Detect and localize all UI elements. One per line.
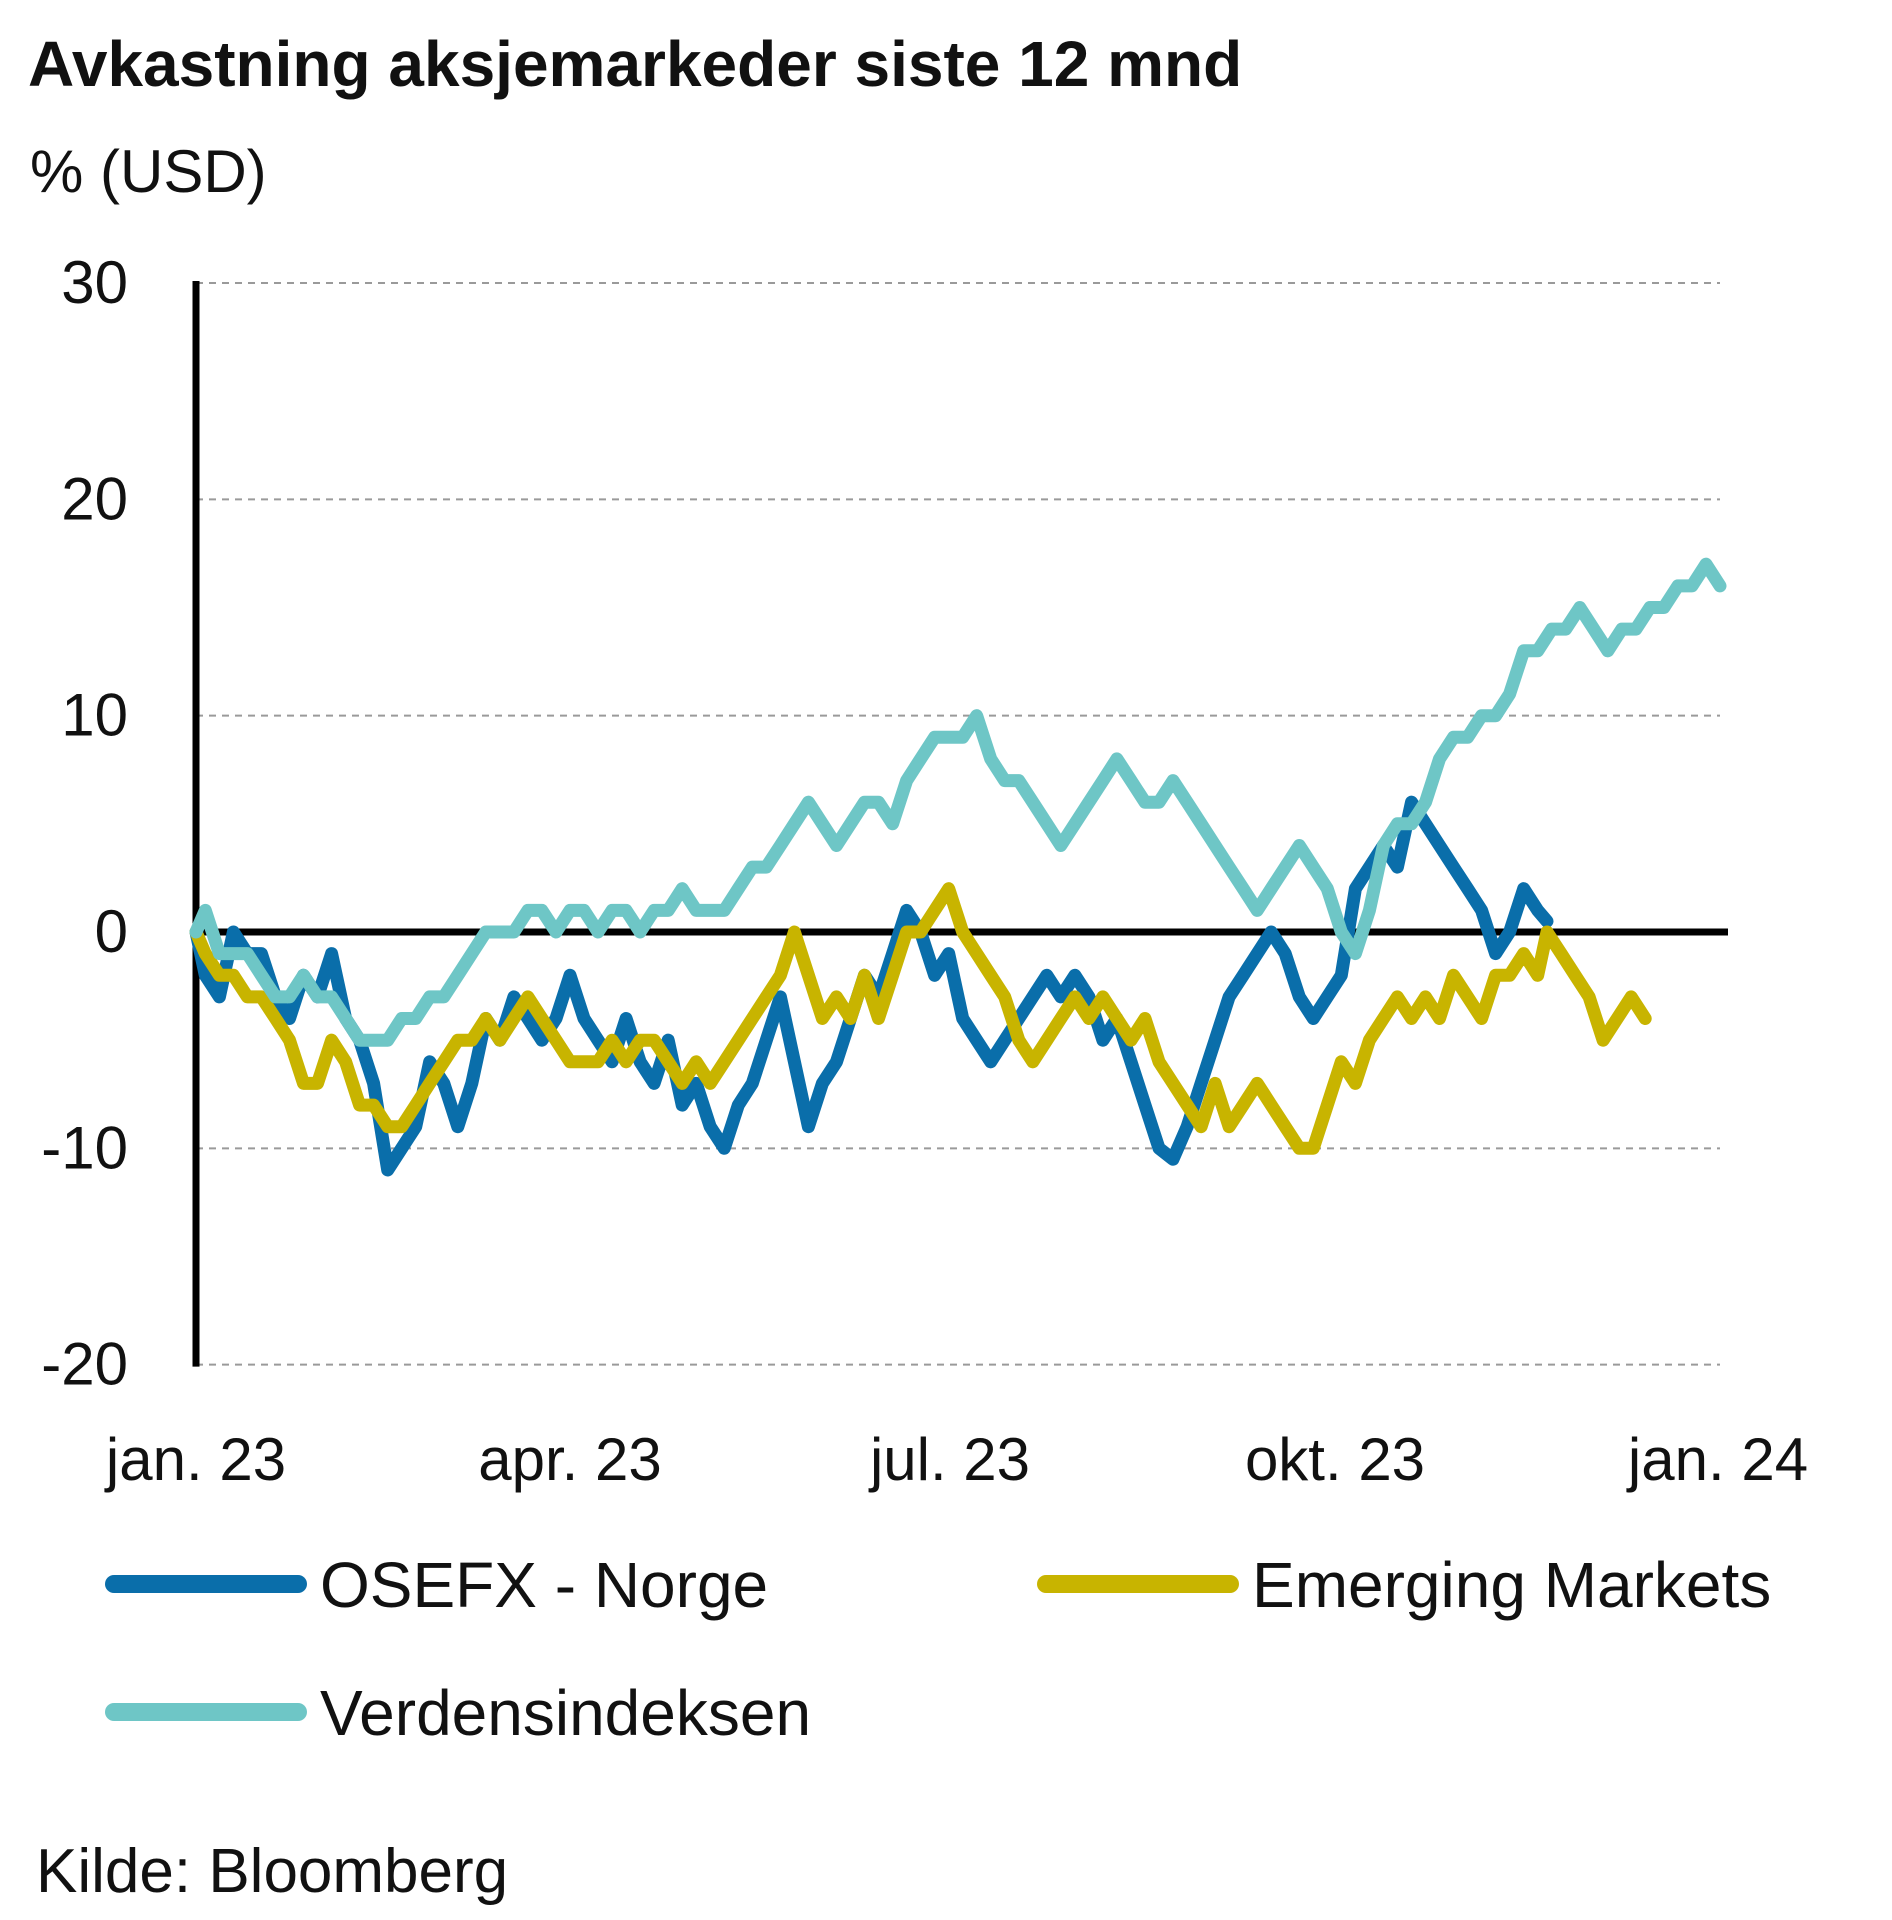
x-tick-labels: jan. 23 apr. 23 jul. 23 okt. 23 jan. 24 [104, 1426, 1808, 1493]
gridlines [196, 282, 1720, 1366]
y-axis-unit-label: % (USD) [30, 138, 267, 205]
legend-label: OSEFX - Norge [320, 1549, 768, 1621]
x-tick-label: jul. 23 [868, 1426, 1030, 1493]
x-tick-label: jan. 23 [104, 1426, 286, 1493]
y-tick-label: 20 [61, 465, 128, 532]
y-tick-label: 10 [61, 682, 128, 749]
y-tick-label: -10 [41, 1114, 128, 1181]
chart-title: Avkastning aksjemarkeder siste 12 mnd [28, 28, 1242, 100]
y-tick-label: 30 [61, 249, 128, 316]
x-tick-label: apr. 23 [478, 1426, 662, 1493]
series-line-verdensindeksen [189, 557, 1727, 1047]
legend-label: Verdensindeksen [320, 1677, 811, 1749]
legend-label: Emerging Markets [1252, 1549, 1771, 1621]
y-tick-labels: 30 20 10 0 -10 -20 [41, 249, 128, 1398]
source-note: Kilde: Bloomberg [36, 1837, 508, 1906]
y-tick-label: -20 [41, 1331, 128, 1398]
x-tick-label: jan. 24 [1626, 1426, 1808, 1493]
series-line-emerging-markets [189, 882, 1652, 1155]
y-tick-label: 0 [95, 898, 128, 965]
legend: OSEFX - Norge Emerging Markets Verdensinde… [105, 1549, 1771, 1749]
x-tick-label: okt. 23 [1245, 1426, 1425, 1493]
series-lines [189, 557, 1727, 1177]
